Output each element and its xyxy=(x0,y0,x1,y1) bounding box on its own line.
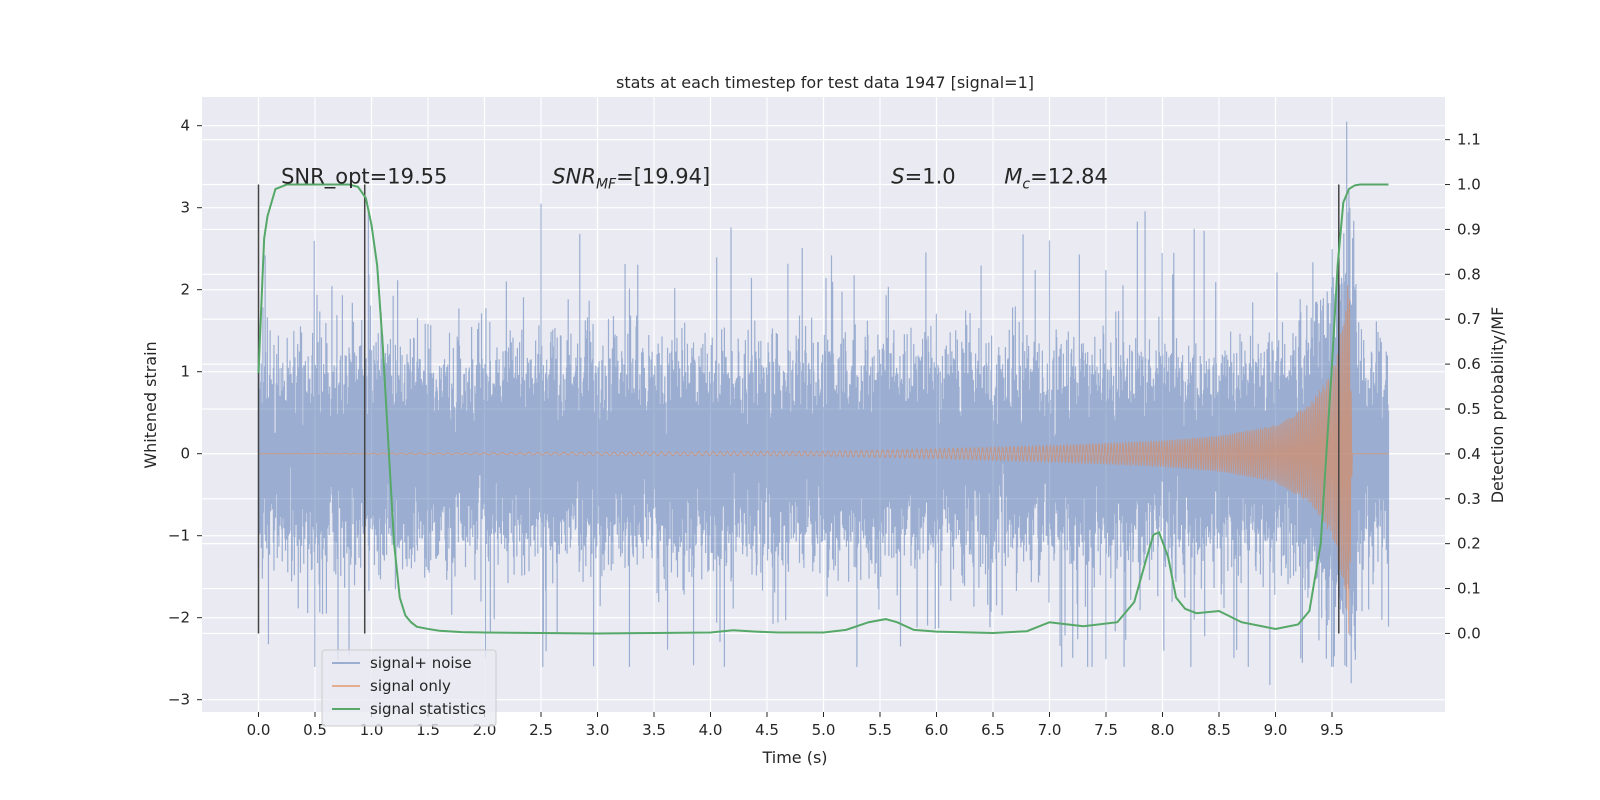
y-right-tick-label: 1.1 xyxy=(1457,131,1481,149)
annotation-symbol: M xyxy=(1004,165,1022,189)
annotation-symbol: S xyxy=(891,165,904,189)
x-tick-label: 5.0 xyxy=(812,721,836,739)
axes: 0.0 0.5 1.0 1.5 2.0 2.5 3.0 3.5 4.0 4.5 5.0 5.5 6.0 6… xyxy=(168,117,1481,739)
y-left-tick-label: 4 xyxy=(180,117,190,135)
y-axis-label-left: Whitened strain xyxy=(141,341,160,468)
y-right-tick-label: 0.5 xyxy=(1457,400,1481,418)
y-left-tick-label: −3 xyxy=(168,691,190,709)
x-tick-label: 2.5 xyxy=(529,721,553,739)
x-axis-label: Time (s) xyxy=(761,748,827,767)
y-right-tick-label: 0.0 xyxy=(1457,624,1481,642)
annotation-symbol: SNR xyxy=(552,165,596,189)
annotation-subscript: MF xyxy=(596,177,617,193)
y-left-tick-label: 1 xyxy=(180,363,190,381)
y-right-tick-label: 0.6 xyxy=(1457,355,1481,373)
y-left-tick-label: 3 xyxy=(180,199,190,217)
y-right-tick-label: 0.7 xyxy=(1457,310,1481,328)
stats-trace xyxy=(257,183,1389,635)
x-tick-label: 5.5 xyxy=(868,721,892,739)
annotation-1: SNRMF=[19.94] xyxy=(552,165,710,193)
annotation-0: SNR_opt=19.55 xyxy=(281,165,447,190)
legend-label-signal: signal only xyxy=(370,677,451,695)
y-right-tick-label: 0.9 xyxy=(1457,220,1481,238)
signal-only-series xyxy=(258,285,1389,634)
x-tick-label: 3.0 xyxy=(586,721,610,739)
x-tick-label: 6.0 xyxy=(925,721,949,739)
annotation-3: Mc=12.84 xyxy=(1004,165,1108,193)
y-right-tick-label: 0.1 xyxy=(1457,580,1481,598)
y-right-tick-label: 0.8 xyxy=(1457,265,1481,283)
signal-statistics-series xyxy=(257,183,1389,635)
annotations: SNR_opt=19.55 SNRMF=[19.94] S=1.0 Mc=12.84 xyxy=(281,165,1108,193)
y-right-tick-label: 0.3 xyxy=(1457,490,1481,508)
chart-title: stats at each timestep for test data 194… xyxy=(616,73,1034,92)
y-right-tick-label: 0.4 xyxy=(1457,445,1481,463)
x-tick-label: 9.0 xyxy=(1264,721,1288,739)
x-tick-label: 4.0 xyxy=(699,721,723,739)
signal-trace xyxy=(258,285,1389,634)
y-left-tick-label: 0 xyxy=(180,445,190,463)
x-tick-label: 7.5 xyxy=(1094,721,1118,739)
y-axis-label-right: Detection probability/MF xyxy=(1488,307,1507,504)
y-right-tick-label: 0.2 xyxy=(1457,535,1481,553)
annotation-value: =[19.94] xyxy=(616,165,710,189)
x-tick-label: 8.5 xyxy=(1207,721,1231,739)
x-tick-label: 0.0 xyxy=(247,721,271,739)
annotation-value: =12.84 xyxy=(1030,165,1108,189)
x-tick-label: 3.5 xyxy=(642,721,666,739)
y-left-tick-label: −1 xyxy=(168,527,190,545)
annotation-value: =1.0 xyxy=(905,165,956,189)
annotation-2: S=1.0 xyxy=(891,165,955,189)
x-tick-label: 4.5 xyxy=(755,721,779,739)
y-left-tick-label: 2 xyxy=(180,281,190,299)
legend: signal+ noise signal only signal statist… xyxy=(321,649,497,727)
legend-box xyxy=(321,649,497,727)
annotation-subscript: c xyxy=(1022,177,1030,193)
x-tick-label: 9.5 xyxy=(1320,721,1344,739)
x-tick-label: 0.5 xyxy=(303,721,327,739)
legend-label-stats: signal statistics xyxy=(370,700,486,718)
x-tick-label: 8.0 xyxy=(1151,721,1175,739)
y-left-tick-label: −2 xyxy=(168,609,190,627)
x-tick-label: 6.5 xyxy=(981,721,1005,739)
legend-label-noise: signal+ noise xyxy=(370,654,472,672)
y-right-tick-label: 1.0 xyxy=(1457,176,1481,194)
x-tick-label: 7.0 xyxy=(1038,721,1062,739)
